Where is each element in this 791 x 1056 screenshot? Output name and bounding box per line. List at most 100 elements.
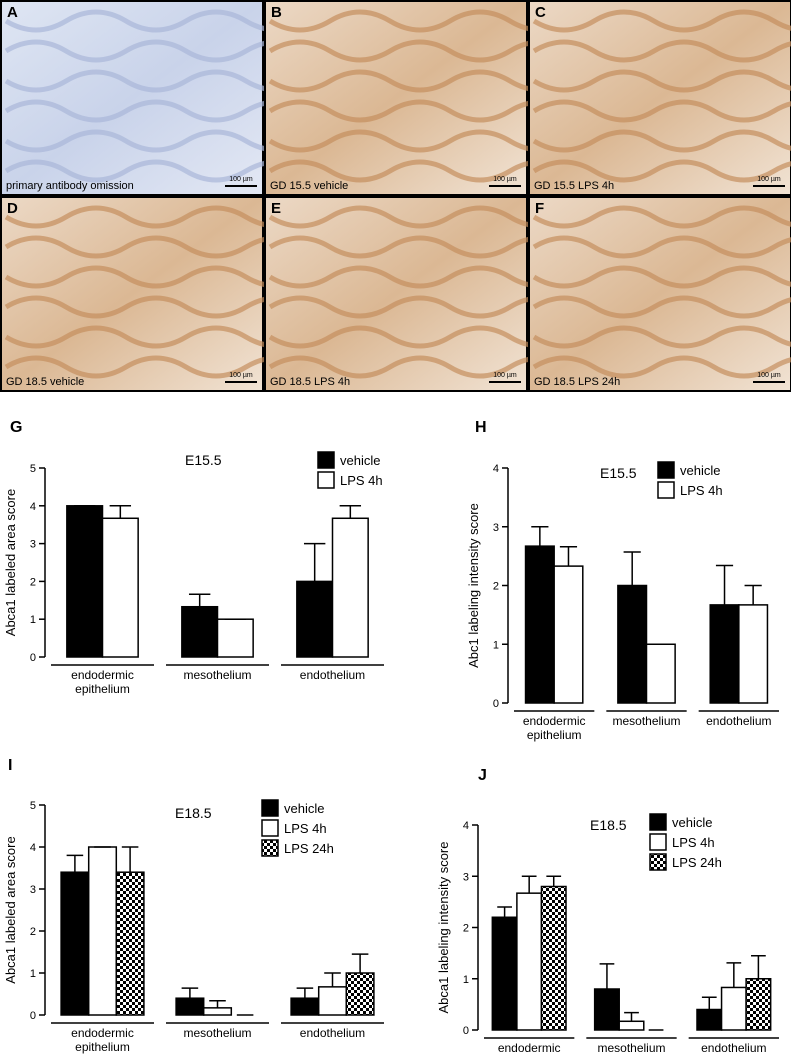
error-bar (559, 545, 578, 567)
bar (745, 978, 772, 1031)
legend-swatch (317, 471, 335, 489)
error-bar (497, 906, 512, 918)
y-tick-label: 0 (493, 698, 499, 710)
tissue-fold (268, 265, 572, 289)
chart-title: E15.5 (600, 465, 637, 481)
tissue-fold (532, 265, 791, 289)
error-bar (121, 846, 139, 873)
y-axis-label: Abca1 labeled area score (3, 836, 18, 983)
tissue-fold (4, 205, 308, 229)
tissue-fold (268, 69, 572, 93)
tissue-fold (4, 9, 308, 33)
tissue-fold (4, 325, 308, 349)
error-bar (181, 987, 199, 999)
tissue-fold (4, 265, 308, 289)
x-tick-label: mesothelium (183, 1026, 251, 1040)
tissue-fold (532, 205, 791, 229)
bar (290, 997, 320, 1016)
error-bar (744, 584, 762, 605)
panel-letter: D (7, 200, 18, 217)
panel-caption: GD 18.5 vehicle (6, 376, 84, 388)
error-bar (324, 972, 341, 987)
legend-label: vehicle (680, 463, 720, 478)
bar (115, 871, 145, 1016)
scale-label: 100 µm (757, 372, 781, 379)
x-tick-label: endothelium (701, 1041, 766, 1055)
tissue-fold (532, 9, 791, 33)
error-bar (599, 963, 615, 989)
panel-caption: GD 15.5 vehicle (270, 180, 348, 192)
x-tick-label: endothelium (300, 668, 365, 682)
error-bar (531, 526, 549, 547)
panel-caption: GD 18.5 LPS 24h (534, 376, 620, 388)
scale-label: 100 µm (757, 176, 781, 183)
legend-swatch (649, 833, 667, 851)
bar (216, 618, 254, 658)
y-tick-label: 1 (30, 614, 36, 626)
tissue-fold (268, 295, 572, 319)
tissue-fold (532, 295, 791, 319)
tissue-fold (532, 69, 791, 93)
bar (553, 565, 584, 704)
tissue-fold (268, 129, 572, 153)
bar (618, 1020, 645, 1031)
bar (645, 643, 676, 704)
tissue-fold (268, 355, 572, 379)
bar (175, 997, 205, 1016)
tissue-fold (4, 159, 308, 183)
bar (60, 871, 90, 1016)
legend-swatch (261, 819, 279, 837)
panel-letter: C (535, 4, 546, 21)
y-tick-label: 5 (30, 463, 36, 475)
tissue-fold (268, 235, 572, 259)
tissue-fold (4, 39, 308, 63)
bar (345, 972, 375, 1016)
legend-label: LPS 4h (340, 473, 383, 488)
panel-letter: I (8, 757, 12, 774)
error-bar (209, 999, 226, 1008)
error-bar (188, 593, 211, 607)
y-tick-label: 0 (463, 1025, 469, 1037)
y-tick-label: 5 (30, 800, 36, 812)
y-tick-label: 4 (493, 463, 499, 475)
y-tick-label: 1 (463, 974, 469, 986)
tissue-fold (268, 99, 572, 123)
error-bar (66, 854, 84, 873)
legend-swatch (317, 451, 335, 469)
y-tick-label: 2 (493, 581, 499, 593)
y-tick-label: 2 (463, 923, 469, 935)
error-bar (751, 954, 766, 979)
tissue-fold (4, 295, 308, 319)
bar (720, 986, 747, 1031)
tissue-fold (268, 159, 572, 183)
bar (66, 505, 104, 658)
bar (296, 580, 334, 658)
panel-letter: H (475, 419, 487, 436)
legend-label: LPS 24h (672, 855, 722, 870)
y-tick-label: 4 (30, 842, 36, 854)
bar (617, 584, 648, 704)
error-bar (351, 953, 369, 973)
panel-letter: G (10, 419, 22, 436)
legend-swatch (261, 839, 279, 857)
y-axis-label: Abca1 labeling intensity score (436, 842, 451, 1014)
tissue-fold (268, 39, 572, 63)
tissue-fold (532, 235, 791, 259)
panel-letter: E (271, 200, 281, 217)
tissue-fold (268, 9, 572, 33)
scale-label: 100 µm (229, 372, 253, 379)
x-tick-label: mesothelium (612, 714, 680, 728)
bar (202, 1007, 233, 1016)
error-bar (715, 564, 734, 605)
y-axis-label: Abca1 labeled area score (3, 489, 18, 636)
bar (87, 846, 118, 1016)
error-bar (726, 962, 742, 988)
error-bar (701, 996, 717, 1010)
tissue-fold (4, 99, 308, 123)
chart-title: E15.5 (185, 452, 222, 468)
y-tick-label: 0 (30, 1010, 36, 1022)
error-bar (296, 987, 314, 999)
